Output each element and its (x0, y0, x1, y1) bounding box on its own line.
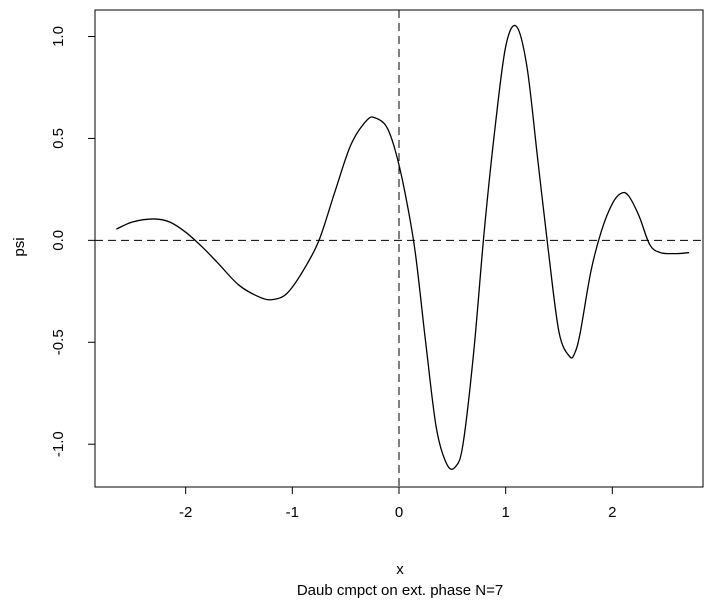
y-tick-label: -1.0 (50, 431, 67, 457)
x-tick-label: 2 (608, 504, 616, 521)
x-tick-label: 0 (395, 504, 403, 521)
x-axis: -2 -1 0 1 2 (179, 486, 617, 521)
y-axis: -1.0 -0.5 0.0 0.5 1.0 (50, 26, 96, 457)
psi-curve (116, 24, 690, 470)
x-axis-label: x (396, 561, 404, 578)
y-tick-label: -0.5 (50, 329, 67, 355)
x-tick-label: -1 (286, 504, 299, 521)
y-tick-label: 0.5 (50, 128, 67, 149)
y-axis-label: psi (11, 237, 28, 256)
x-tick-label: 1 (501, 504, 509, 521)
x-tick-label: -2 (179, 504, 192, 521)
y-tick-label: 1.0 (50, 26, 67, 47)
chart-subtitle: Daub cmpct on ext. phase N=7 (297, 582, 503, 599)
y-tick-label: 0.0 (50, 230, 67, 251)
